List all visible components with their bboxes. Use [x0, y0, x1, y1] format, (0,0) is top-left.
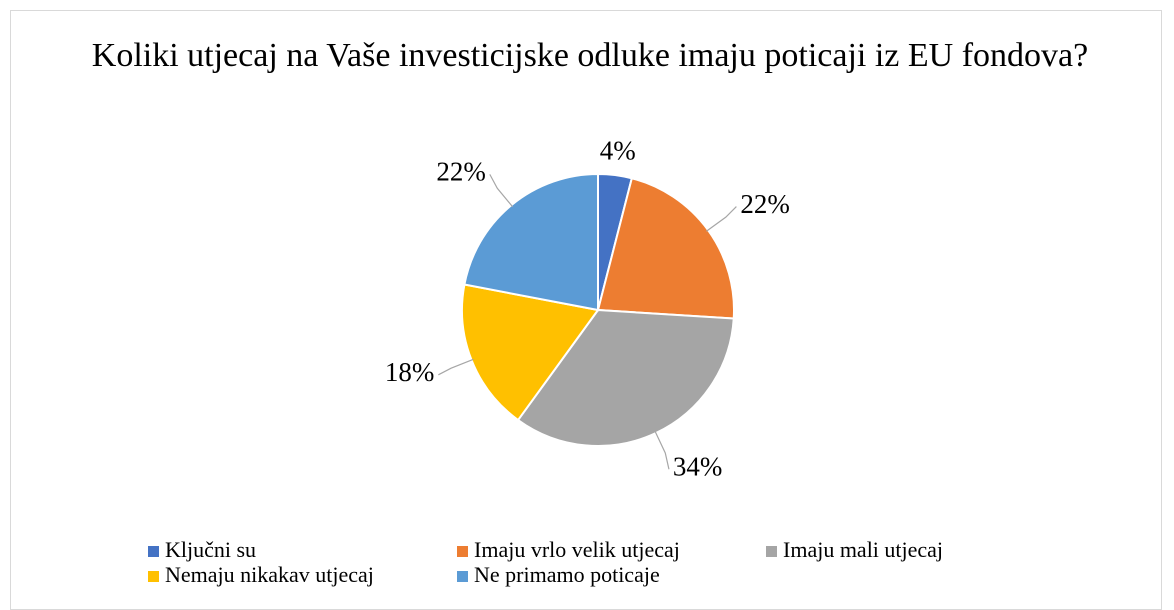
data-label: 22%	[740, 189, 790, 219]
legend-swatch	[457, 571, 468, 582]
legend-label: Ne primamo poticaje	[474, 562, 660, 587]
leader-line	[438, 358, 474, 376]
data-label: 22%	[436, 157, 486, 187]
legend-swatch	[148, 571, 159, 582]
data-label: 34%	[673, 451, 723, 481]
legend-swatch	[457, 546, 468, 557]
legend-label: Ključni su	[165, 537, 256, 562]
data-label: 18%	[385, 357, 435, 387]
data-label: 4%	[600, 135, 636, 165]
legend-label: Imaju vrlo velik utjecaj	[474, 537, 680, 562]
legend-swatch	[766, 546, 777, 557]
legend-label: Nemaju nikakav utjecaj	[165, 562, 374, 587]
leader-line	[489, 174, 514, 208]
legend-label: Imaju mali utjecaj	[783, 537, 943, 562]
chart-title: Koliki utjecaj na Vaše investicijske odl…	[91, 37, 1089, 74]
legend-swatch	[148, 546, 159, 557]
leader-line	[706, 206, 737, 232]
leader-line	[654, 430, 670, 470]
